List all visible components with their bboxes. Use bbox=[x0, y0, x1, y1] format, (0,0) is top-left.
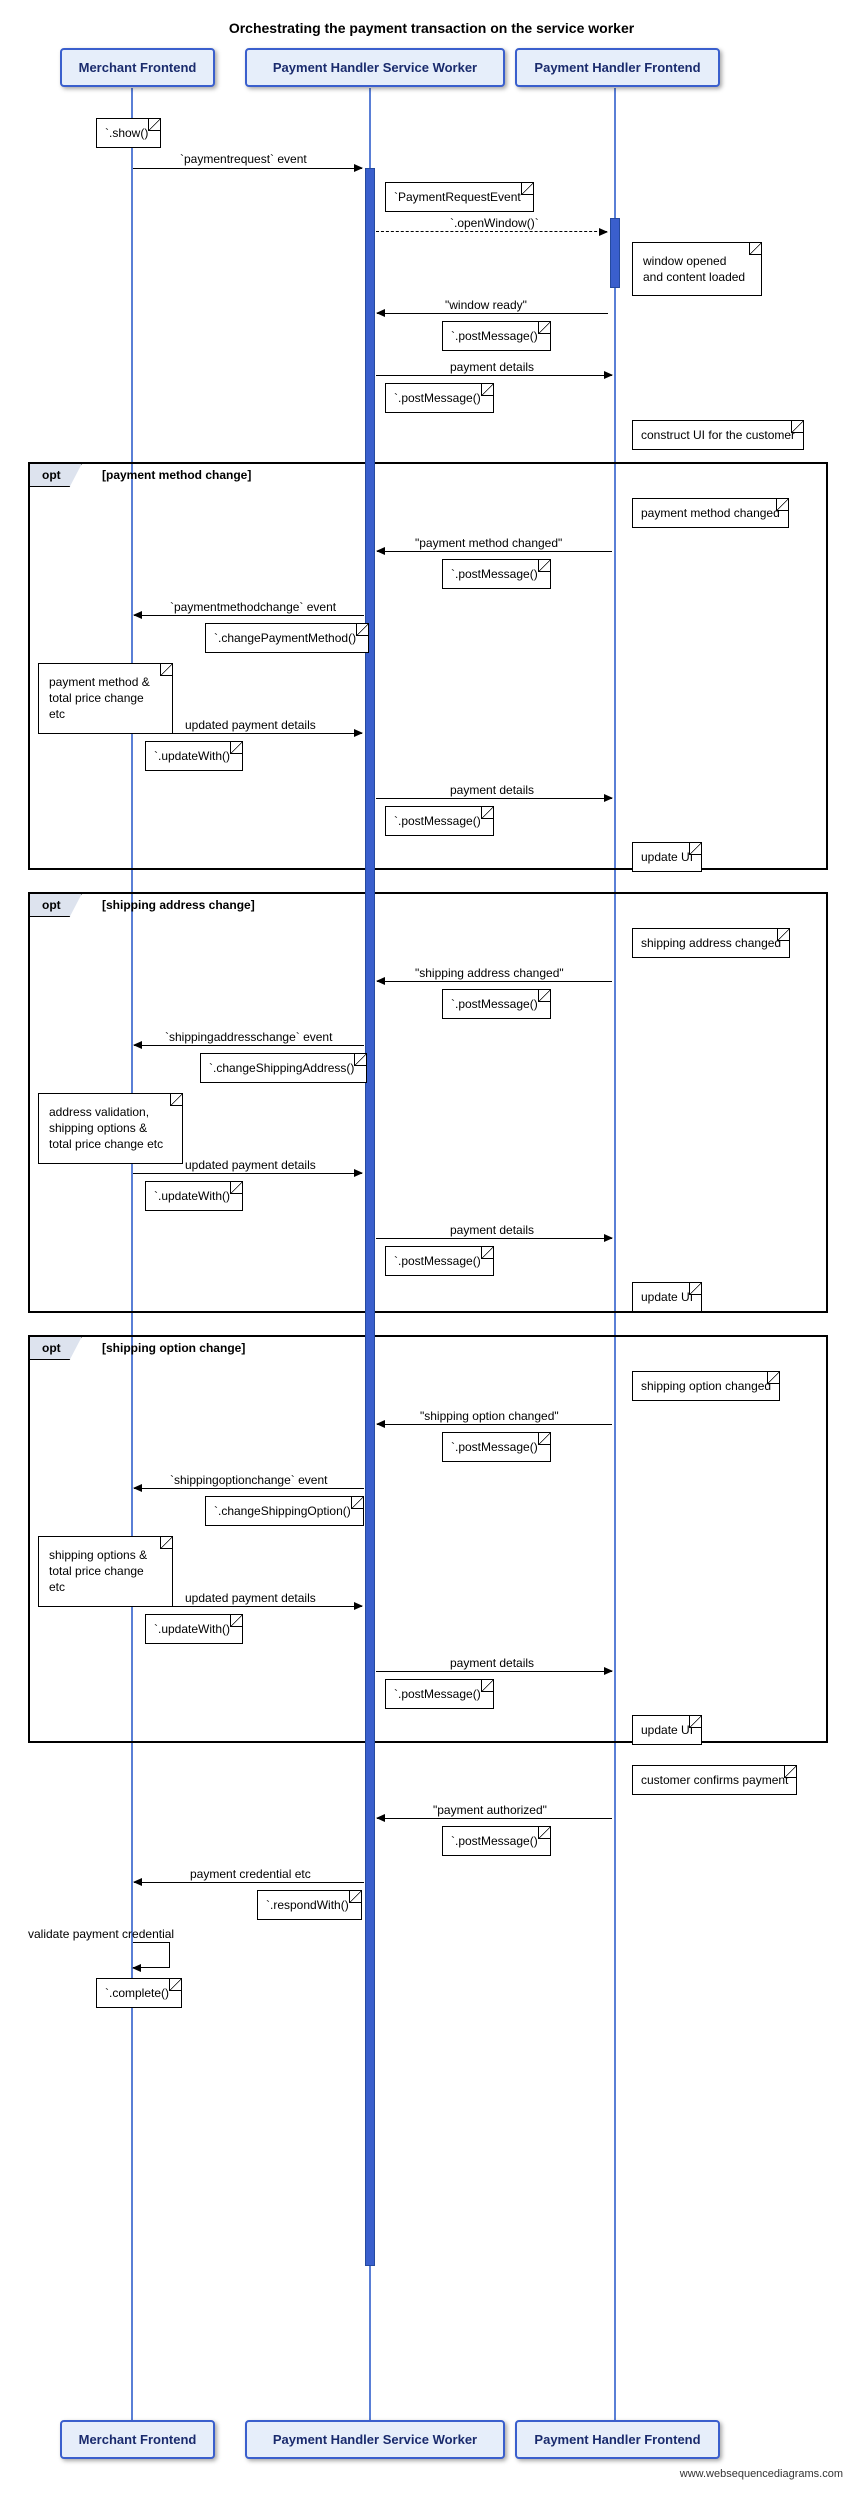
note-post-message-6: `.postMessage()` bbox=[385, 1246, 494, 1276]
activation-sw-main bbox=[365, 168, 375, 2266]
msg-payment-details-4: payment details bbox=[450, 1656, 534, 1670]
note-post-message-2: `.postMessage()` bbox=[385, 383, 494, 413]
note-customer-confirms: customer confirms payment bbox=[632, 1765, 797, 1795]
note-update-with-2: `.updateWith()` bbox=[145, 1181, 243, 1211]
note-update-ui-2: update UI bbox=[632, 1282, 702, 1312]
arrow-so-changed bbox=[377, 1424, 612, 1425]
arrow-window-ready bbox=[377, 313, 608, 314]
arrow-updated-details-2 bbox=[133, 1173, 362, 1174]
note-post-message-7: `.postMessage()` bbox=[442, 1432, 551, 1462]
note-text: shipping options &total price change etc bbox=[49, 1548, 147, 1594]
note-show: `.show()` bbox=[96, 118, 161, 148]
note-change-so: `.changeShippingOption()` bbox=[205, 1496, 364, 1526]
note-change-sa: `.changeShippingAddress()` bbox=[200, 1053, 367, 1083]
opt-tag-3: opt bbox=[30, 1337, 82, 1360]
msg-updated-details-3: updated payment details bbox=[185, 1591, 316, 1605]
msg-payment-details-2: payment details bbox=[450, 783, 534, 797]
arrow-payment-details-3 bbox=[376, 1238, 612, 1239]
note-respond-with: `.respondWith()` bbox=[257, 1890, 362, 1920]
opt-label-pm: [payment method change] bbox=[102, 468, 251, 482]
opt-label-sa: [shipping address change] bbox=[102, 898, 255, 912]
msg-payment-details-1: payment details bbox=[450, 360, 534, 374]
note-update-with-3: `.updateWith()` bbox=[145, 1614, 243, 1644]
msg-validate: validate payment credential bbox=[28, 1927, 174, 1941]
arrow-validate bbox=[133, 1942, 170, 1968]
participant-frontend-bottom: Payment Handler Frontend bbox=[515, 2420, 720, 2459]
note-post-message-9: `.postMessage()` bbox=[442, 1826, 551, 1856]
note-post-message-3: `.postMessage()` bbox=[442, 559, 551, 589]
msg-updated-details-2: updated payment details bbox=[185, 1158, 316, 1172]
note-update-ui-1: update UI bbox=[632, 842, 702, 872]
note-text: window openedand content loaded bbox=[643, 254, 745, 284]
note-update-with-1: `.updateWith()` bbox=[145, 741, 243, 771]
note-so-changed: shipping option changed bbox=[632, 1371, 780, 1401]
arrow-pmc-event bbox=[134, 615, 364, 616]
arrow-paymentrequest bbox=[133, 168, 362, 169]
note-so-total: shipping options &total price change etc bbox=[38, 1536, 173, 1607]
msg-window-ready: "window ready" bbox=[445, 298, 527, 312]
note-text: address validation,shipping options &tot… bbox=[49, 1105, 163, 1151]
arrow-open-window bbox=[376, 231, 607, 233]
diagram-title: Orchestrating the payment transaction on… bbox=[20, 20, 843, 36]
msg-payment-details-3: payment details bbox=[450, 1223, 534, 1237]
note-construct-ui: construct UI for the customer bbox=[632, 420, 804, 450]
participant-merchant-bottom: Merchant Frontend bbox=[60, 2420, 215, 2459]
msg-open-window: `.openWindow()` bbox=[450, 216, 539, 230]
arrow-sa-changed bbox=[377, 981, 612, 982]
arrow-sac-event bbox=[134, 1045, 364, 1046]
msg-sa-changed: "shipping address changed" bbox=[415, 966, 564, 980]
note-post-message-4: `.postMessage()` bbox=[385, 806, 494, 836]
note-complete: `.complete()` bbox=[96, 1978, 182, 2008]
note-post-message-1: `.postMessage()` bbox=[442, 321, 551, 351]
note-addr-validation: address validation,shipping options &tot… bbox=[38, 1093, 183, 1164]
arrow-payment-details-4 bbox=[376, 1671, 612, 1672]
note-text: payment method &total price change etc bbox=[49, 675, 150, 721]
participant-frontend-top: Payment Handler Frontend bbox=[515, 48, 720, 87]
note-post-message-8: `.postMessage()` bbox=[385, 1679, 494, 1709]
participant-sw-bottom: Payment Handler Service Worker bbox=[245, 2420, 505, 2459]
credit-label: www.websequencediagrams.com bbox=[680, 2468, 843, 2480]
msg-payment-credential: payment credential etc bbox=[190, 1867, 311, 1881]
arrow-payment-credential bbox=[134, 1882, 364, 1883]
note-pm-changed: payment method changed bbox=[632, 498, 789, 528]
note-update-ui-3: update UI bbox=[632, 1715, 702, 1745]
msg-soc-event: `shippingoptionchange` event bbox=[170, 1473, 327, 1487]
participant-sw-top: Payment Handler Service Worker bbox=[245, 48, 505, 87]
arrow-payment-details-2 bbox=[376, 798, 612, 799]
msg-sac-event: `shippingaddresschange` event bbox=[165, 1030, 332, 1044]
note-post-message-5: `.postMessage()` bbox=[442, 989, 551, 1019]
opt-tag-2: opt bbox=[30, 894, 82, 917]
note-pm-total: payment method &total price change etc bbox=[38, 663, 173, 734]
activation-frontend bbox=[610, 218, 620, 288]
arrow-payment-details-1 bbox=[376, 375, 612, 376]
msg-payment-authorized: "payment authorized" bbox=[433, 1803, 547, 1817]
msg-so-changed: "shipping option changed" bbox=[420, 1409, 559, 1423]
msg-updated-details-1: updated payment details bbox=[185, 718, 316, 732]
note-change-pm: `.changePaymentMethod()` bbox=[205, 623, 369, 653]
note-payment-request-event: `PaymentRequestEvent` bbox=[385, 182, 534, 212]
sequence-diagram: Orchestrating the payment transaction on… bbox=[20, 20, 843, 2499]
msg-pm-changed: "payment method changed" bbox=[415, 536, 562, 550]
msg-pmc-event: `paymentmethodchange` event bbox=[170, 600, 336, 614]
participant-merchant-top: Merchant Frontend bbox=[60, 48, 215, 87]
msg-paymentrequest: `paymentrequest` event bbox=[180, 152, 307, 166]
opt-tag-1: opt bbox=[30, 464, 82, 487]
note-window-opened: window openedand content loaded bbox=[632, 242, 762, 296]
opt-label-so: [shipping option change] bbox=[102, 1341, 245, 1355]
arrow-payment-authorized bbox=[377, 1818, 612, 1819]
arrow-soc-event bbox=[134, 1488, 364, 1489]
note-sa-changed: shipping address changed bbox=[632, 928, 790, 958]
arrow-pm-changed bbox=[377, 551, 612, 552]
